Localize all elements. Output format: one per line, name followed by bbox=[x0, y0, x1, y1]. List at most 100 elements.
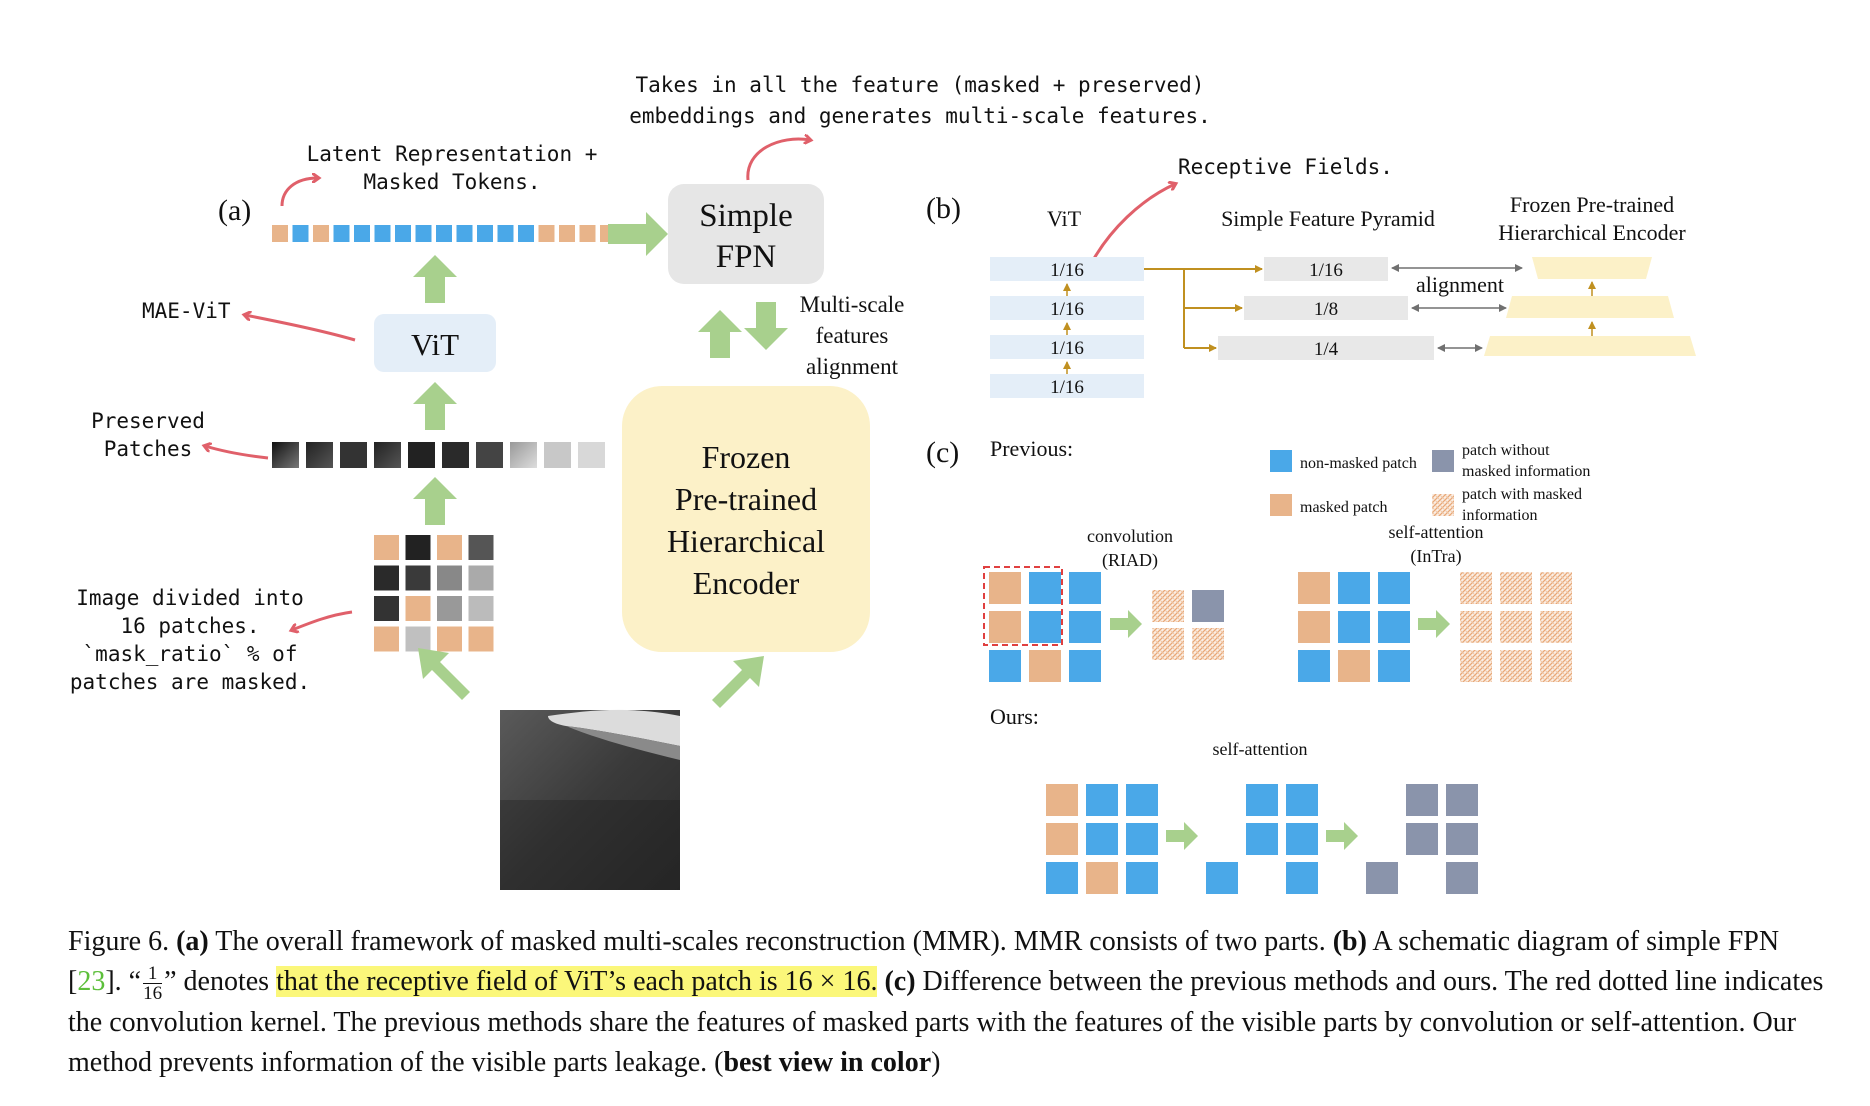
frozen-level-3 bbox=[1484, 336, 1696, 356]
vit-row-1-label: 1/16 bbox=[1050, 260, 1084, 281]
pyramid-row-3-label: 1/4 bbox=[1314, 339, 1339, 360]
image-note-line3: `mask_ratio` % of bbox=[83, 642, 298, 666]
panel-c: (c) Previous: non-masked patch masked pa… bbox=[926, 436, 1590, 894]
preserved-patch-strip bbox=[272, 442, 605, 468]
grid-patch bbox=[437, 565, 462, 591]
vit-column-title: ViT bbox=[1047, 206, 1082, 231]
intra-output-hatched bbox=[1460, 572, 1492, 604]
image-note-line1: Image divided into bbox=[76, 586, 304, 610]
latent-token bbox=[415, 225, 432, 242]
grid-patch bbox=[374, 535, 399, 560]
legend-with-masked-line1: patch with masked bbox=[1462, 486, 1582, 503]
conv-title-line2: (RIAD) bbox=[1102, 550, 1158, 571]
multi-scale-line1: Multi-scale bbox=[800, 292, 905, 317]
conv-title-line1: convolution bbox=[1087, 526, 1173, 546]
panel-a: (a) Takes in all the feature (masked + p… bbox=[70, 73, 1211, 890]
caption-ref-link[interactable]: 23 bbox=[77, 966, 106, 997]
grid-patch bbox=[374, 565, 399, 591]
ours-visible-patch bbox=[1206, 862, 1238, 894]
ours-output-patch bbox=[1446, 784, 1478, 816]
grid-patch bbox=[468, 565, 494, 591]
intra-output-hatched bbox=[1540, 650, 1572, 682]
grid-patch bbox=[374, 596, 399, 621]
conv-patch bbox=[1069, 650, 1101, 682]
pyramid-row-1 bbox=[1264, 257, 1388, 281]
latent-token bbox=[436, 225, 452, 242]
preserved-patch bbox=[374, 442, 401, 468]
vit-to-pyramid-connectors bbox=[1144, 265, 1263, 352]
caption-b-label: (b) bbox=[1332, 926, 1367, 957]
intra-output-hatched bbox=[1500, 650, 1532, 682]
arrow-patches-to-vit bbox=[413, 382, 457, 430]
frozen-level-2 bbox=[1506, 296, 1674, 318]
ours-input-patch bbox=[1046, 784, 1078, 816]
simple-fpn-box bbox=[668, 184, 824, 284]
red-arrow-image-note bbox=[292, 610, 353, 630]
intra-output-hatched bbox=[1540, 611, 1572, 643]
preserved-patch bbox=[510, 442, 537, 468]
ours-output-patch bbox=[1406, 823, 1438, 855]
latent-note-line2: Masked Tokens. bbox=[363, 170, 540, 194]
arrow-encoder-to-fpn bbox=[698, 310, 742, 358]
ours-input-patch bbox=[1046, 823, 1078, 855]
ours-output-patch bbox=[1366, 862, 1398, 894]
encoder-line2: Pre-trained bbox=[675, 481, 817, 517]
latent-token bbox=[497, 225, 514, 242]
conv-patch bbox=[989, 611, 1021, 643]
intra-output-hatched bbox=[1460, 650, 1492, 682]
caption-highlight: that the receptive field of ViT’s each p… bbox=[276, 966, 878, 997]
latent-token bbox=[538, 225, 555, 242]
arrow-intra-output bbox=[1418, 610, 1450, 638]
ours-visible-patch bbox=[1246, 823, 1278, 855]
legend-non-masked-swatch bbox=[1270, 450, 1292, 472]
caption-after-ref: ]. “ bbox=[105, 966, 142, 997]
intra-patch bbox=[1298, 611, 1330, 643]
preserved-patch bbox=[306, 442, 333, 468]
latent-token bbox=[579, 225, 596, 242]
frozen-title-line2: Hierarchical Encoder bbox=[1498, 220, 1686, 245]
red-arrow-fpn-note bbox=[746, 139, 810, 181]
intra-patch bbox=[1378, 650, 1410, 682]
grid-patch bbox=[437, 596, 462, 621]
previous-methods-grids bbox=[983, 566, 1572, 682]
latent-token bbox=[292, 225, 309, 242]
ours-visible-patch bbox=[1286, 823, 1318, 855]
ours-input-patch bbox=[1126, 862, 1158, 894]
panel-a-label: (a) bbox=[218, 194, 251, 227]
grid-patch bbox=[468, 596, 494, 621]
vit-row-2 bbox=[990, 296, 1144, 320]
ours-grids bbox=[1046, 784, 1478, 894]
caption-c-text: Difference between the previous methods … bbox=[68, 966, 1824, 1079]
sa-intra-title-line2: (InTra) bbox=[1410, 546, 1461, 567]
panel-b: (b) Receptive Fields. ViT Simple Feature… bbox=[926, 155, 1696, 398]
ours-input-patch bbox=[1126, 784, 1158, 816]
sfp-title: Simple Feature Pyramid bbox=[1221, 206, 1435, 231]
preserved-patch bbox=[578, 442, 605, 468]
convolution-kernel-outline bbox=[983, 566, 1063, 646]
latent-token bbox=[374, 225, 391, 242]
latent-token bbox=[313, 225, 329, 242]
grid-patch bbox=[468, 535, 494, 560]
fraction-numerator: 1 bbox=[143, 964, 163, 985]
preserved-note-line2: Patches bbox=[104, 437, 193, 461]
panel-c-label: (c) bbox=[926, 436, 959, 469]
panel-b-label: (b) bbox=[926, 192, 961, 225]
latent-token bbox=[477, 225, 493, 242]
intra-output-hatched bbox=[1500, 611, 1532, 643]
encoder-line3: Hierarchical bbox=[667, 523, 825, 559]
caption-b-text: A schematic diagram of simple FPN [ bbox=[68, 926, 1780, 997]
intra-patch bbox=[1338, 650, 1370, 682]
preserved-patch bbox=[272, 442, 299, 468]
vit-row-4 bbox=[990, 374, 1144, 398]
caption-quote-end: ” denotes bbox=[164, 966, 277, 997]
simple-fpn-line2: FPN bbox=[716, 239, 777, 275]
vit-row-3 bbox=[990, 335, 1144, 359]
pyramid-row-2 bbox=[1244, 296, 1408, 320]
masked-patch-grid bbox=[374, 535, 494, 652]
legend-masked-swatch bbox=[1270, 494, 1292, 516]
latent-token bbox=[395, 225, 411, 242]
ours-input-patch bbox=[1086, 862, 1118, 894]
intra-patch bbox=[1378, 611, 1410, 643]
pyramid-row-1-label: 1/16 bbox=[1309, 260, 1343, 281]
ours-input-patch bbox=[1046, 862, 1078, 894]
